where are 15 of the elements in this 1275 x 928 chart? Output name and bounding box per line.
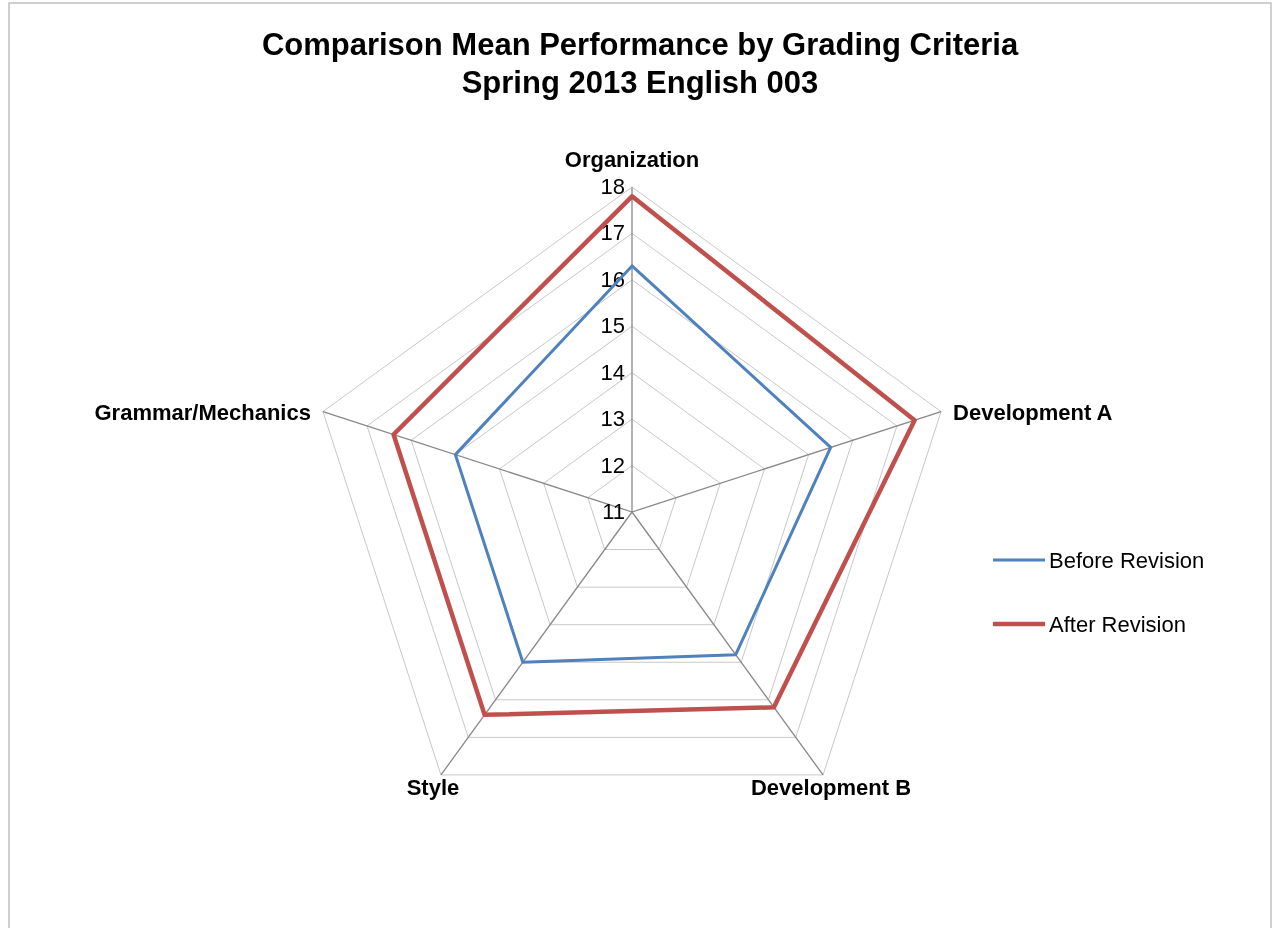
legend-label: After Revision <box>1049 612 1186 637</box>
y-tick-label: 14 <box>600 359 625 385</box>
y-tick-label: 12 <box>600 452 625 478</box>
y-tick-label: 18 <box>600 174 625 199</box>
y-tick-label: 11 <box>602 499 625 524</box>
chart-title: Comparison Mean Performance by Grading Criteria Spring 2013 English 003 <box>261 27 1019 100</box>
spoke-label: Development B <box>750 774 912 800</box>
spoke-label: Development A <box>953 399 1113 425</box>
y-tick-label: 13 <box>600 406 625 432</box>
legend-label: Before Revision <box>1049 548 1205 573</box>
spoke-label: Style <box>406 774 460 800</box>
y-tick-label: 15 <box>600 313 625 339</box>
spoke-label: Grammar/Mechanics <box>94 399 311 425</box>
y-tick-label: 17 <box>600 220 625 246</box>
spoke-label: Organization <box>564 147 700 172</box>
